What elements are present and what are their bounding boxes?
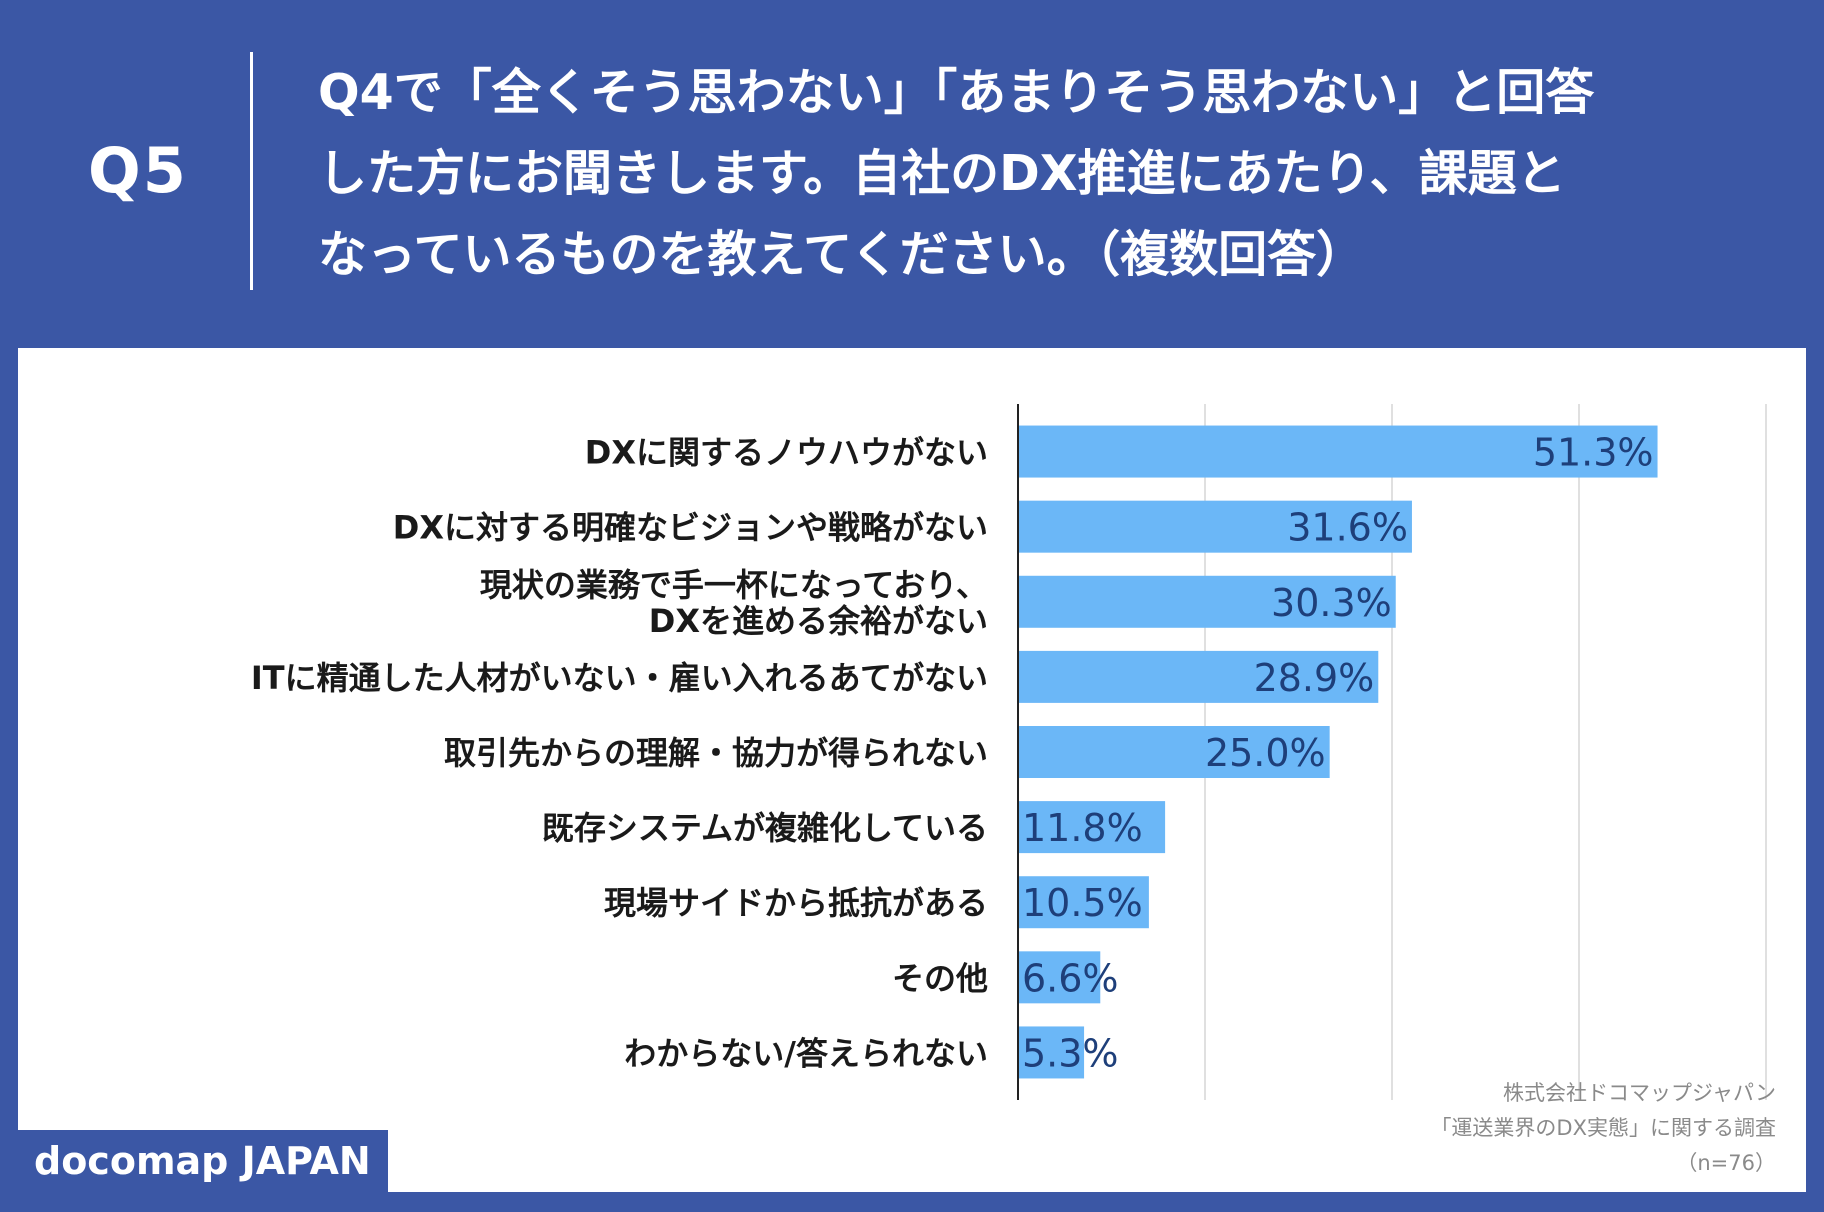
- bar: [1018, 425, 1658, 478]
- source-sample: （n=76）: [1676, 1151, 1776, 1175]
- question-line: した方にお聞きします。自社のDX推進にあたり、課題と: [318, 145, 1566, 202]
- question-text: Q4で「全くそう思わない」「あまりそう思わない」と回答 した方にお聞きします。自…: [318, 52, 1758, 295]
- brand-logo: docomap JAPAN: [18, 1130, 388, 1192]
- bar: [1018, 801, 1166, 854]
- value-label: 5.3%: [1022, 1031, 1119, 1075]
- category-label: ITに精通した人材がいない・雇い入れるあてがない: [251, 659, 988, 697]
- category-label: 現状の業務で手一杯になっており、 DXを進める余裕がない: [480, 566, 988, 640]
- value-label: 30.3%: [1271, 581, 1392, 625]
- value-label: 10.5%: [1022, 881, 1143, 925]
- bar: [1018, 575, 1396, 628]
- question-line: なっているものを教えてください。（複数回答）: [318, 226, 1366, 283]
- category-label: DXに関するノウハウがない: [585, 434, 988, 472]
- bar: [1018, 876, 1149, 929]
- value-label: 11.8%: [1022, 806, 1143, 850]
- source-note: 株式会社ドコマップジャパン 「運送業界のDX実態」に関する調査 （n=76）: [1430, 1076, 1776, 1181]
- category-label: 現場サイドから抵抗がある: [604, 884, 988, 922]
- value-label: 28.9%: [1254, 656, 1375, 700]
- question-number: Q5: [88, 134, 188, 207]
- bar: [1018, 500, 1412, 553]
- chart-panel: DXに関するノウハウがない 51.3% DXに対する明確なビジョンや戦略がない 31.…: [18, 348, 1806, 1192]
- bar: [1018, 951, 1101, 1004]
- header-divider: [250, 52, 253, 290]
- category-label: その他: [892, 959, 988, 997]
- category-label: 取引先からの理解・協力が得られない: [444, 734, 988, 772]
- source-survey: 「運送業界のDX実態」に関する調査: [1430, 1116, 1776, 1140]
- bar: [1018, 726, 1330, 778]
- category-label: わからない/答えられない: [624, 1034, 988, 1072]
- value-label: 6.6%: [1022, 956, 1119, 1000]
- category-label: DXに対する明確なビジョンや戦略がない: [393, 509, 988, 547]
- category-label: 既存システムが複雑化している: [542, 809, 988, 847]
- question-line: Q4で「全くそう思わない」「あまりそう思わない」と回答: [318, 64, 1595, 121]
- bar: [1018, 1026, 1085, 1079]
- bar: [1018, 650, 1379, 703]
- question-header: Q5 Q4で「全くそう思わない」「あまりそう思わない」と回答 した方にお聞きしま…: [0, 0, 1824, 348]
- value-label: 31.6%: [1287, 506, 1408, 550]
- bar-chart: DXに関するノウハウがない 51.3% DXに対する明確なビジョンや戦略がない 31.…: [251, 404, 1767, 1100]
- source-company: 株式会社ドコマップジャパン: [1503, 1081, 1776, 1105]
- value-label: 25.0%: [1205, 731, 1326, 775]
- value-label: 51.3%: [1533, 431, 1654, 475]
